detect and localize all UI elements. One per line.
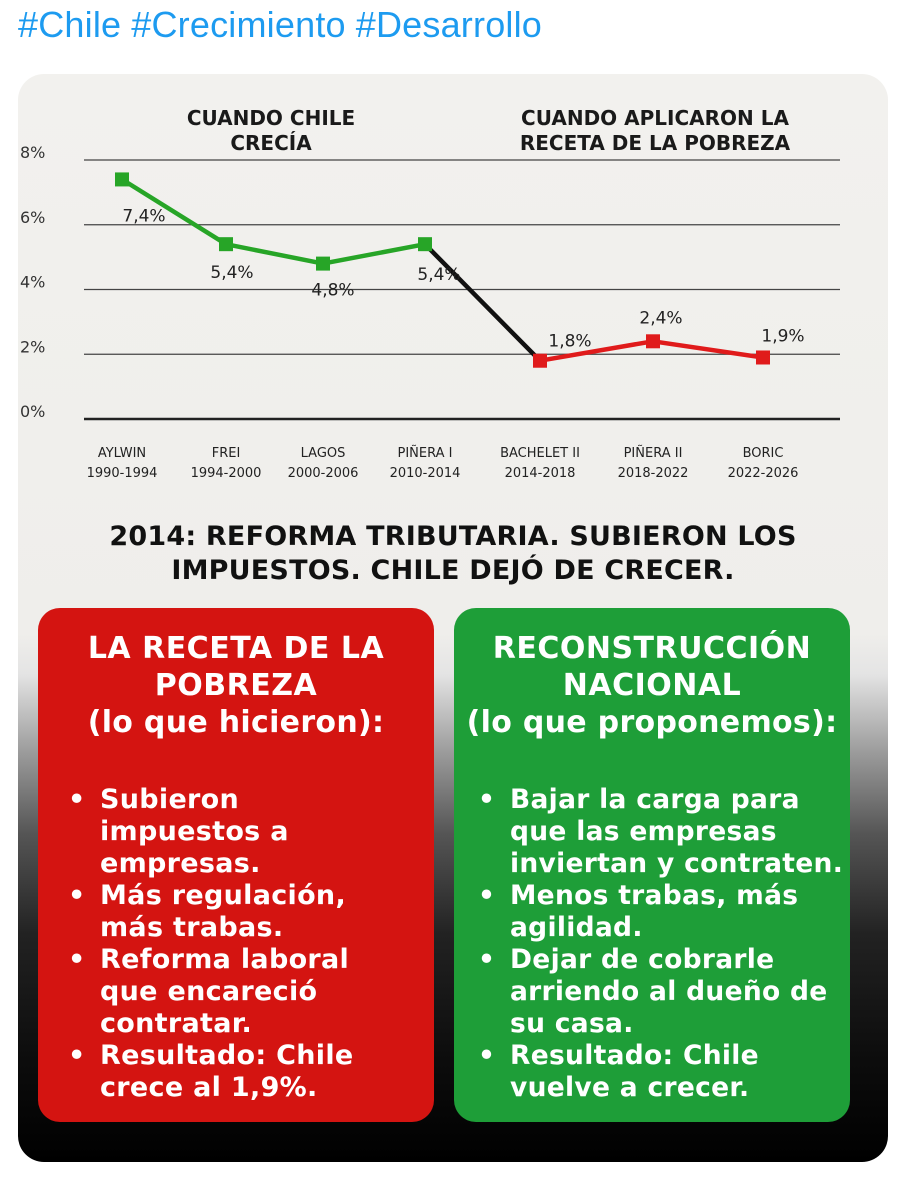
data-point bbox=[533, 353, 547, 368]
panel-title: RECONSTRUCCIÓN NACIONAL (lo que proponem… bbox=[454, 630, 850, 741]
data-label: 1,8% bbox=[548, 332, 591, 352]
x-tick-period: 1990-1994 bbox=[87, 466, 158, 481]
data-point bbox=[219, 237, 233, 252]
list-item: Reforma laboral que encareció contratar. bbox=[68, 944, 354, 1040]
x-tick-period: 2022-2026 bbox=[728, 466, 799, 481]
x-tick-label: PIÑERA II bbox=[624, 445, 683, 461]
data-label: 5,4% bbox=[417, 265, 460, 285]
x-tick-label: BACHELET II bbox=[500, 446, 580, 461]
list-item: Subieron impuestos a empresas. bbox=[68, 784, 354, 880]
x-tick-label: PIÑERA I bbox=[398, 445, 453, 461]
section-label: CUANDO APLICARON LA bbox=[521, 106, 789, 130]
data-point bbox=[646, 334, 660, 349]
x-tick-label: FREI bbox=[212, 446, 241, 461]
x-tick-period: 2014-2018 bbox=[505, 466, 576, 481]
data-point bbox=[756, 350, 770, 365]
list-item: Dejar de cobrarle arriendo al dueño de s… bbox=[478, 944, 843, 1040]
x-tick-period: 2000-2006 bbox=[288, 466, 359, 481]
national-reconstruction-panel: RECONSTRUCCIÓN NACIONAL (lo que proponem… bbox=[454, 608, 850, 1122]
data-point bbox=[115, 172, 129, 187]
panel-title-line-2: NACIONAL bbox=[562, 668, 742, 703]
data-label: 1,9% bbox=[761, 326, 804, 346]
hashtag-crecimiento[interactable]: #Crecimiento bbox=[131, 4, 346, 45]
section-label: CUANDO CHILE bbox=[187, 106, 355, 130]
data-label: 5,4% bbox=[210, 263, 253, 283]
infographic-image[interactable]: 0% 2% 4% 6% 8% CUANDO CHILE CRECÍA CUANDO APLIC… bbox=[18, 74, 888, 1162]
bullet-list: Bajar la carga para que las empresas inv… bbox=[454, 784, 843, 1104]
x-tick-label: AYLWIN bbox=[98, 446, 146, 461]
list-item: Resultado: Chile crece al 1,9%. bbox=[68, 1040, 354, 1104]
x-tick-period: 1994-2000 bbox=[191, 466, 262, 481]
x-tick-label: BORIC bbox=[743, 446, 784, 461]
headline: 2014: REFORMA TRIBUTARIA. SUBIERON LOS I… bbox=[18, 520, 888, 588]
section-label: CRECÍA bbox=[230, 131, 312, 155]
hashtags: #Chile #Crecimiento #Desarrollo bbox=[18, 4, 552, 46]
series-line-growth bbox=[119, 177, 428, 266]
data-label: 7,4% bbox=[122, 206, 165, 226]
panel-subtitle: (lo que proponemos): bbox=[466, 705, 838, 740]
y-tick-label: 6% bbox=[20, 208, 45, 227]
x-tick-period: 2010-2014 bbox=[390, 466, 461, 481]
data-point bbox=[316, 256, 330, 271]
bullet-list: Subieron impuestos a empresas. Más regul… bbox=[38, 784, 354, 1104]
list-item: Menos trabas, más agilidad. bbox=[478, 880, 843, 944]
list-item: Más regulación, más trabas. bbox=[68, 880, 354, 944]
y-tick-label: 2% bbox=[20, 337, 45, 356]
list-item: Bajar la carga para que las empresas inv… bbox=[478, 784, 843, 880]
data-label: 4,8% bbox=[311, 281, 354, 301]
y-tick-label: 4% bbox=[20, 273, 45, 292]
x-tick-period: 2018-2022 bbox=[618, 466, 689, 481]
poverty-recipe-panel: LA RECETA DE LA POBREZA (lo que hicieron… bbox=[38, 608, 434, 1122]
panel-title-line-1: RECONSTRUCCIÓN bbox=[492, 631, 812, 666]
list-item: Resultado: Chile vuelve a crecer. bbox=[478, 1040, 843, 1104]
panel-subtitle: (lo que hicieron): bbox=[87, 705, 385, 740]
panel-title: LA RECETA DE LA POBREZA (lo que hicieron… bbox=[38, 630, 434, 741]
hashtag-chile[interactable]: #Chile bbox=[18, 4, 122, 45]
y-tick-label: 0% bbox=[20, 402, 45, 421]
panel-title-line-2: POBREZA bbox=[154, 668, 318, 703]
data-point bbox=[418, 237, 432, 252]
series-line-transition bbox=[422, 241, 543, 363]
x-tick-label: LAGOS bbox=[301, 446, 346, 461]
panel-title-line-1: LA RECETA DE LA bbox=[87, 631, 385, 666]
hashtag-desarrollo[interactable]: #Desarrollo bbox=[355, 4, 543, 45]
headline-line-2: IMPUESTOS. CHILE DEJÓ DE CRECER. bbox=[171, 555, 735, 586]
data-label: 2,4% bbox=[639, 308, 682, 328]
y-tick-label: 8% bbox=[20, 143, 45, 162]
headline-line-1: 2014: REFORMA TRIBUTARIA. SUBIERON LOS bbox=[109, 521, 797, 552]
section-label: RECETA DE LA POBREZA bbox=[520, 131, 791, 155]
